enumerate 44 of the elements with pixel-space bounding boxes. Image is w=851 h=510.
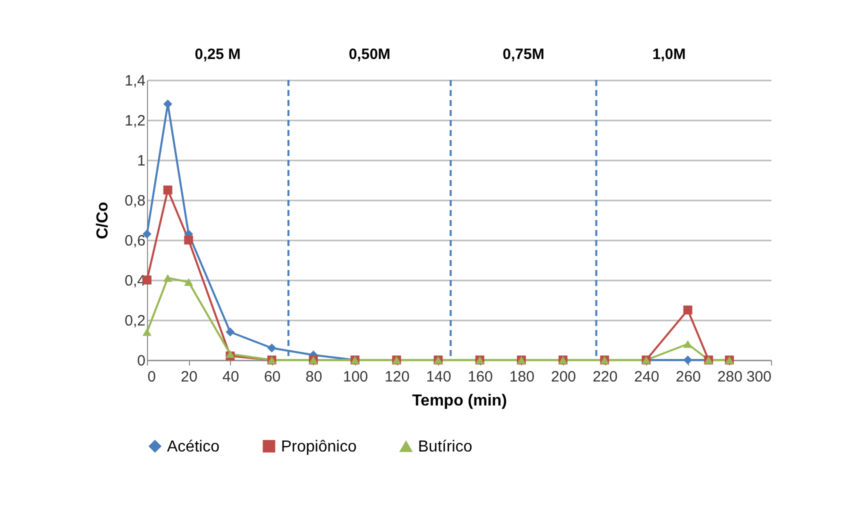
- y-tick-label: 1: [137, 152, 146, 170]
- legend-label: Propiônico: [281, 438, 357, 456]
- y-tick-label: 0,8: [124, 192, 146, 210]
- point: [683, 356, 692, 364]
- x-tick-label: 200: [550, 368, 576, 386]
- point: [142, 328, 152, 336]
- y-axis-title: C/Co: [94, 202, 112, 240]
- point: [163, 186, 172, 194]
- x-tick-label: 60: [264, 368, 281, 386]
- point: [184, 278, 194, 286]
- point: [163, 100, 172, 108]
- point: [683, 306, 692, 314]
- y-tick-label: 1,2: [124, 112, 146, 130]
- x-tick-label: 280: [717, 368, 742, 386]
- point: [267, 344, 276, 352]
- text: 0,50M: [348, 46, 390, 63]
- point: [184, 236, 194, 244]
- y-tick-label: 0,6: [124, 232, 146, 250]
- point: [163, 274, 172, 282]
- y-tick-label: 1,4: [124, 72, 146, 90]
- x-tick-label: 160: [468, 368, 493, 386]
- x-tick-label: 0: [148, 368, 156, 386]
- y-tick-label: 0,2: [124, 312, 146, 330]
- x-tick-label: 220: [592, 368, 618, 386]
- point: [683, 340, 692, 348]
- x-tick-label: 140: [426, 368, 452, 386]
- x-tick-label: 40: [222, 368, 240, 386]
- x-tick-label: 180: [509, 368, 534, 386]
- point: [226, 328, 235, 336]
- x-tick-label: 20: [180, 368, 198, 386]
- x-tick-label: 80: [306, 368, 322, 386]
- legend-label: Acético: [167, 438, 220, 456]
- x-tick-label: 100: [342, 368, 368, 386]
- legend-label: Butírico: [418, 438, 472, 456]
- x-tick-label: 260: [676, 368, 701, 386]
- x-tick-label: 240: [634, 368, 660, 386]
- text: 1,0M: [652, 46, 686, 63]
- y-tick-label: 0: [137, 352, 146, 370]
- x-axis-title: Tempo (min): [412, 392, 507, 410]
- text: 0,25 M: [194, 46, 241, 63]
- x-tick-label: 120: [384, 368, 410, 386]
- x-tick-label: 300: [746, 368, 772, 386]
- text: 0,75M: [502, 46, 544, 63]
- point: [226, 350, 235, 358]
